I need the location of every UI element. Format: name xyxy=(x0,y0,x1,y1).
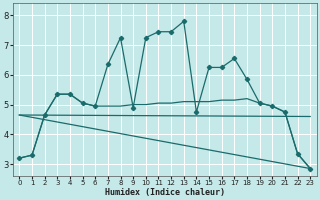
X-axis label: Humidex (Indice chaleur): Humidex (Indice chaleur) xyxy=(105,188,225,197)
